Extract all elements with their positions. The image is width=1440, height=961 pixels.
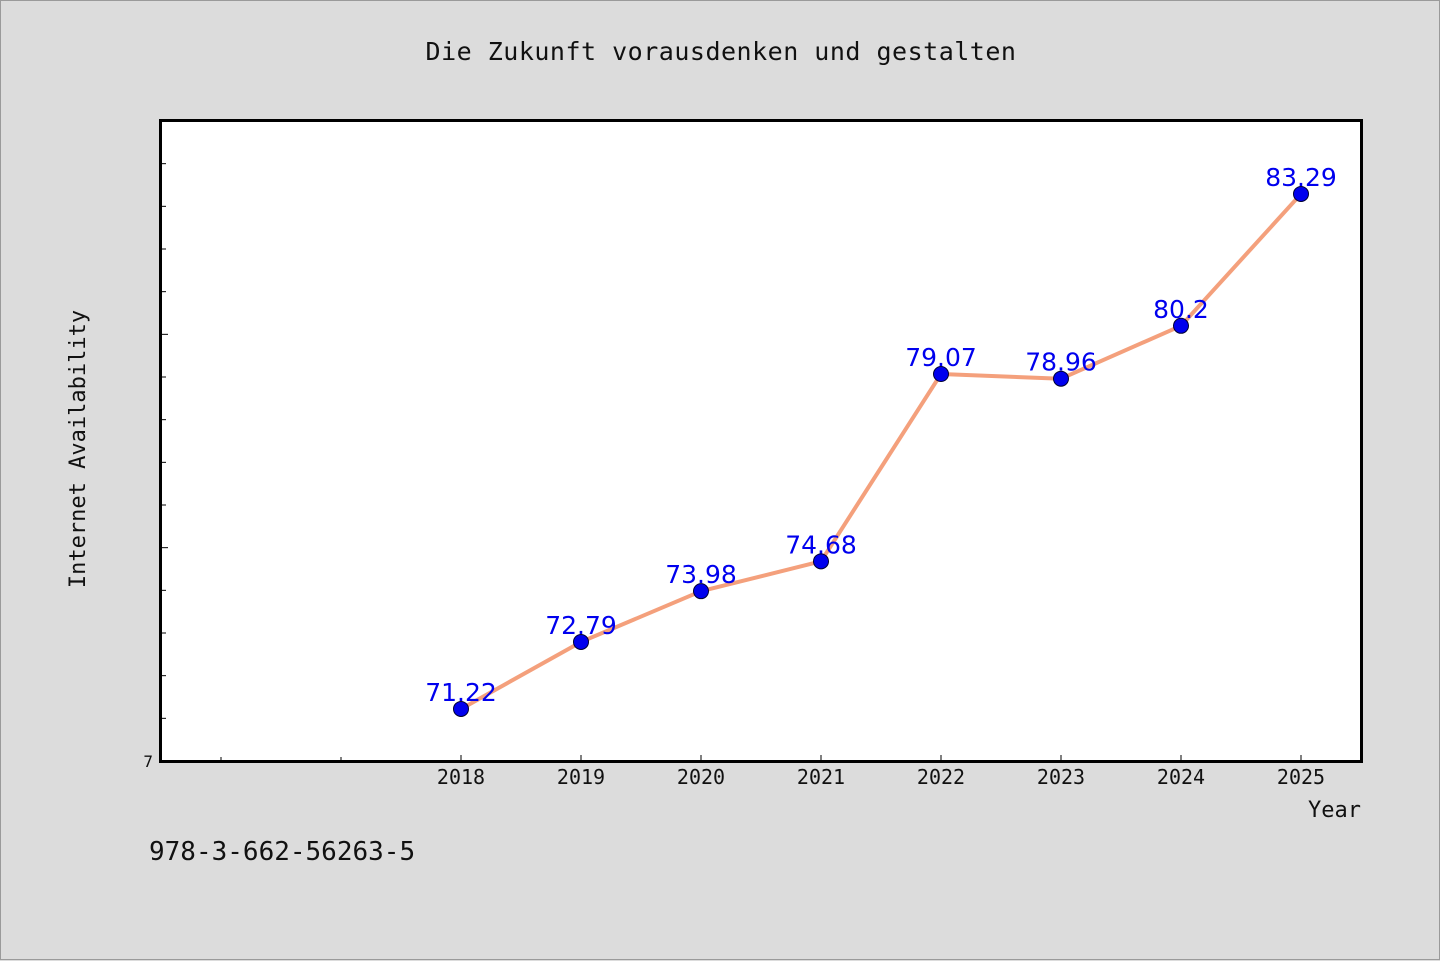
data-label: 74.68	[785, 530, 857, 559]
y-tick-label: 7	[143, 752, 153, 771]
y-axis-label: Internet Availability	[66, 310, 91, 588]
data-label: 83.29	[1265, 163, 1337, 192]
x-tick-label: 2019	[557, 765, 605, 789]
x-tick-label: 2020	[677, 765, 725, 789]
x-tick-label: 2021	[797, 765, 845, 789]
data-point	[933, 366, 949, 383]
series-markers	[453, 185, 1309, 717]
data-labels: 71.22 72.79 73.98 74.68 79.07 78.96 80.2 83.29	[425, 163, 1337, 707]
data-point	[813, 553, 829, 570]
data-point	[573, 633, 589, 650]
data-label: 72.79	[545, 611, 617, 640]
data-label: 71.22	[425, 678, 497, 707]
isbn-text: 978-3-662-56263-5	[149, 837, 416, 867]
data-label: 73.98	[665, 560, 737, 589]
data-point	[1293, 185, 1309, 202]
data-point	[1053, 370, 1069, 387]
x-axis-ticks: 2018 2019 2020 2021 2022 2023 2024 2025	[437, 755, 1325, 789]
x-tick-label: 2018	[437, 765, 485, 789]
plot-area	[159, 119, 1363, 763]
x-axis-label: Year	[1308, 798, 1361, 823]
x-axis-minor-ticks	[220, 757, 342, 761]
data-label: 78.96	[1025, 348, 1097, 377]
x-tick-label: 2024	[1157, 765, 1205, 789]
y-axis-ticks	[161, 163, 168, 719]
data-point	[1173, 317, 1189, 334]
chart-title: Die Zukunft vorausdenken und gestalten	[425, 37, 1017, 66]
x-tick-label: 2025	[1277, 765, 1325, 789]
series-line	[459, 191, 1303, 711]
data-label: 79.07	[905, 343, 977, 372]
series-line-path	[459, 191, 1303, 711]
x-tick-label: 2022	[917, 765, 965, 789]
data-point	[453, 700, 469, 717]
data-label: 80.2	[1153, 295, 1209, 324]
data-point	[693, 583, 709, 600]
x-tick-label: 2023	[1037, 765, 1085, 789]
